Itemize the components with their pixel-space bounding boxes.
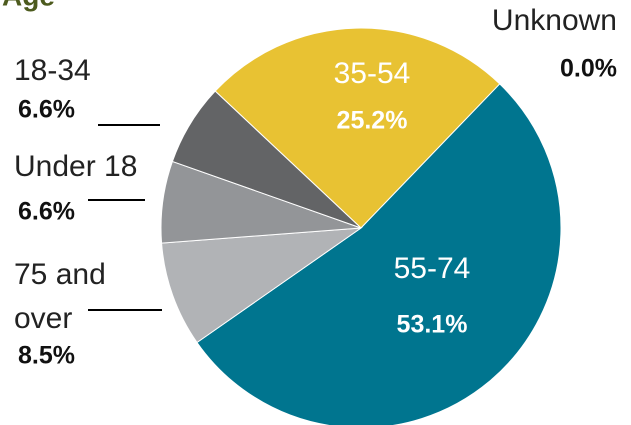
value-label: 53.1% xyxy=(397,311,468,339)
pie-slice xyxy=(196,83,562,425)
value-label: 6.6% xyxy=(18,198,75,226)
value-label: 8.5% xyxy=(18,342,75,370)
value-label: 25.2% xyxy=(337,107,408,135)
slice-label: Under 18 xyxy=(14,150,137,183)
slice-label: 35-54 xyxy=(334,57,411,90)
pie-slice xyxy=(214,27,501,229)
value-label: 6.6% xyxy=(18,96,75,124)
slice-label: 18-34 xyxy=(14,54,91,87)
slice-label: Unknown xyxy=(492,4,617,37)
pie-slice xyxy=(161,227,363,344)
pie-slice xyxy=(171,90,362,229)
slice-label: 55-74 xyxy=(394,252,471,285)
value-label: 0.0% xyxy=(560,55,617,83)
chart-title: Age xyxy=(2,0,55,11)
slice-label: 75 and over xyxy=(14,258,106,335)
